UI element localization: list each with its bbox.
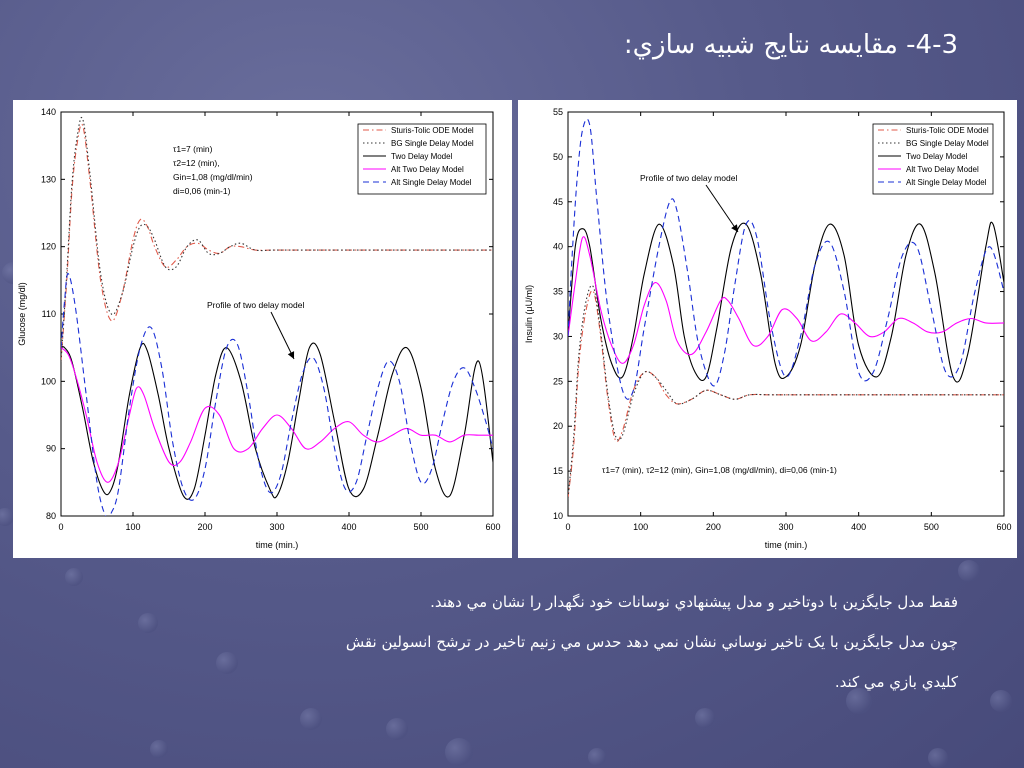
y-tick-label: 40 — [553, 242, 563, 252]
parameter-text: di=0,06 (min-1) — [173, 186, 231, 196]
x-axis-label: time (min.) — [256, 540, 299, 550]
background-bubble — [588, 748, 606, 766]
background-bubble — [386, 718, 408, 740]
body-line-1: فقط مدل جايگزين با دوتاخير و مدل پيشنهاد… — [430, 593, 958, 611]
legend-entry: Two Delay Model — [906, 152, 968, 161]
background-bubble — [0, 508, 14, 526]
legend-entry: Alt Single Delay Model — [391, 178, 472, 187]
y-tick-label: 55 — [553, 107, 563, 117]
legend-entry: BG Single Delay Model — [391, 139, 474, 148]
annotation-text: Profile of two delay model — [207, 300, 304, 310]
background-bubble — [445, 738, 473, 766]
background-bubble — [300, 708, 322, 730]
series-line-sturis-tolic-ode-model — [61, 123, 493, 362]
series-line-alt-two-delay-model — [568, 236, 1004, 364]
y-tick-label: 20 — [553, 421, 563, 431]
x-tick-label: 200 — [197, 522, 212, 532]
parameter-text: Gin=1,08 (mg/dl/min) — [173, 172, 253, 182]
y-tick-label: 130 — [41, 174, 56, 184]
x-tick-label: 400 — [851, 522, 866, 532]
legend-entry: Sturis-Tolic ODE Model — [906, 126, 989, 135]
body-line-2: چون مدل جايگزين با يک تاخير نوساني نشان … — [345, 633, 958, 651]
legend-entry: Sturis-Tolic ODE Model — [391, 126, 474, 135]
slide-title: 4-3- مقايسه نتايج شبيه سازي: — [623, 30, 958, 60]
annotation-text: Profile of two delay model — [640, 173, 737, 183]
series-line-sturis-tolic-ode-model — [568, 289, 1004, 499]
y-tick-label: 15 — [553, 466, 563, 476]
series-line-two-delay-model — [61, 342, 493, 500]
y-axis-label: Insulin (μU/ml) — [524, 285, 534, 343]
background-bubble — [990, 690, 1012, 712]
x-tick-label: 0 — [58, 522, 63, 532]
glucose-chart-panel: 0 100 200 300 400 500 600 80 90 100 110 120 130 140 ti… — [13, 100, 512, 558]
legend-entry: BG Single Delay Model — [906, 139, 989, 148]
x-tick-label: 600 — [485, 522, 500, 532]
x-tick-label: 600 — [996, 522, 1011, 532]
series-line-bg-single-delay-model — [61, 116, 493, 362]
annotation-arrow — [270, 311, 295, 360]
x-tick-label: 200 — [706, 522, 721, 532]
series-line-alt-two-delay-model — [61, 347, 493, 483]
background-bubble — [958, 560, 980, 582]
annotation-arrow — [705, 184, 739, 233]
x-tick-label: 400 — [341, 522, 356, 532]
x-tick-label: 300 — [269, 522, 284, 532]
y-axis-label: Glucose (mg/dl) — [17, 282, 27, 346]
background-bubble — [150, 740, 168, 758]
parameter-text: τ1=7 (min), τ2=12 (min), Gin=1,08 (mg/dl… — [602, 465, 837, 475]
legend-box — [357, 123, 487, 195]
y-tick-label: 140 — [41, 107, 56, 117]
insulin-chart-panel: 0 100 200 300 400 500 600 10 15 20 25 30 35 40 45 50 55 t… — [518, 100, 1017, 558]
parameter-text: τ1=7 (min) — [173, 144, 213, 154]
background-bubble — [846, 688, 872, 714]
glucose-chart: 0 100 200 300 400 500 600 80 90 100 110 120 130 140 ti… — [17, 107, 501, 550]
y-tick-label: 100 — [41, 376, 56, 386]
y-tick-label: 30 — [553, 331, 563, 341]
annotation-arrowhead — [731, 224, 738, 232]
y-tick-label: 45 — [553, 197, 563, 207]
legend-entry: Alt Two Delay Model — [906, 165, 979, 174]
body-line-3: كليدي بازي مي كند. — [834, 673, 958, 691]
x-axis-label: time (min.) — [765, 540, 808, 550]
background-bubble — [65, 568, 83, 586]
x-tick-label: 300 — [778, 522, 793, 532]
y-tick-label: 35 — [553, 287, 563, 297]
x-tick-label: 500 — [413, 522, 428, 532]
x-tick-label: 500 — [924, 522, 939, 532]
x-tick-label: 0 — [565, 522, 570, 532]
y-tick-label: 90 — [46, 444, 56, 454]
parameter-text: τ2=12 (min), — [173, 158, 220, 168]
legend-entry: Alt Single Delay Model — [906, 178, 987, 187]
series-line-alt-single-delay-model — [61, 273, 493, 516]
y-tick-label: 110 — [42, 309, 56, 319]
background-bubble — [216, 652, 238, 674]
series-line-two-delay-model — [568, 221, 1004, 383]
y-tick-label: 25 — [553, 376, 563, 386]
background-bubble — [138, 613, 158, 633]
background-bubble — [695, 708, 715, 728]
y-tick-label: 10 — [553, 511, 563, 521]
annotation-arrowhead — [287, 351, 295, 359]
x-tick-label: 100 — [125, 522, 140, 532]
y-tick-label: 50 — [553, 152, 563, 162]
insulin-chart: 0 100 200 300 400 500 600 10 15 20 25 30 35 40 45 50 55 t… — [524, 107, 1012, 550]
legend-entry: Alt Two Delay Model — [391, 165, 464, 174]
y-tick-label: 120 — [41, 242, 56, 252]
x-tick-label: 100 — [633, 522, 648, 532]
background-bubble — [928, 748, 948, 768]
legend-entry: Two Delay Model — [391, 152, 453, 161]
series-line-bg-single-delay-model — [568, 284, 1004, 499]
y-tick-label: 80 — [46, 511, 56, 521]
